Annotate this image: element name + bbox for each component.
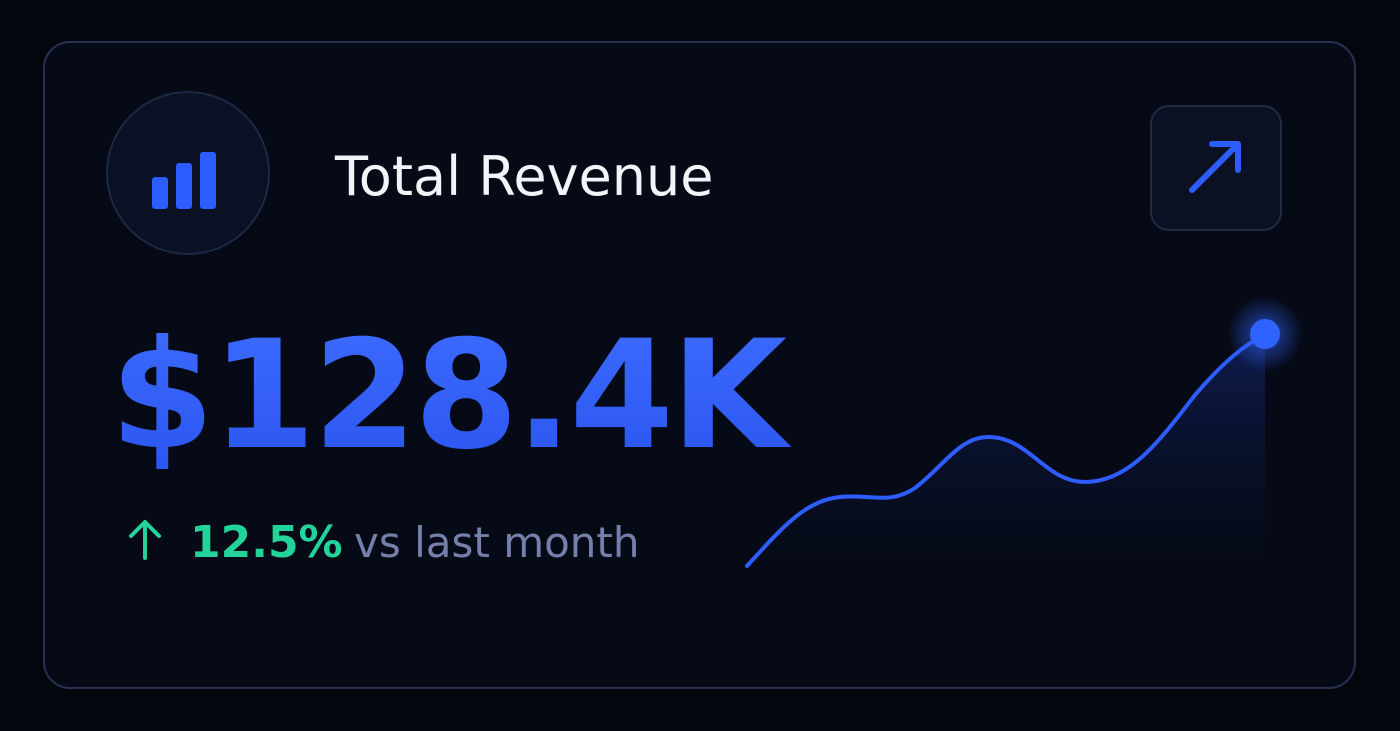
comparison-text: vs last month <box>354 518 640 567</box>
kpi-value: $128.4K <box>110 309 792 483</box>
icon-badge <box>106 91 270 255</box>
card-title: Total Revenue <box>334 145 713 208</box>
change-percent: 12.5% <box>190 517 343 568</box>
sparkline <box>745 296 1303 590</box>
open-button[interactable] <box>1150 105 1282 231</box>
up-arrow <box>129 520 161 560</box>
